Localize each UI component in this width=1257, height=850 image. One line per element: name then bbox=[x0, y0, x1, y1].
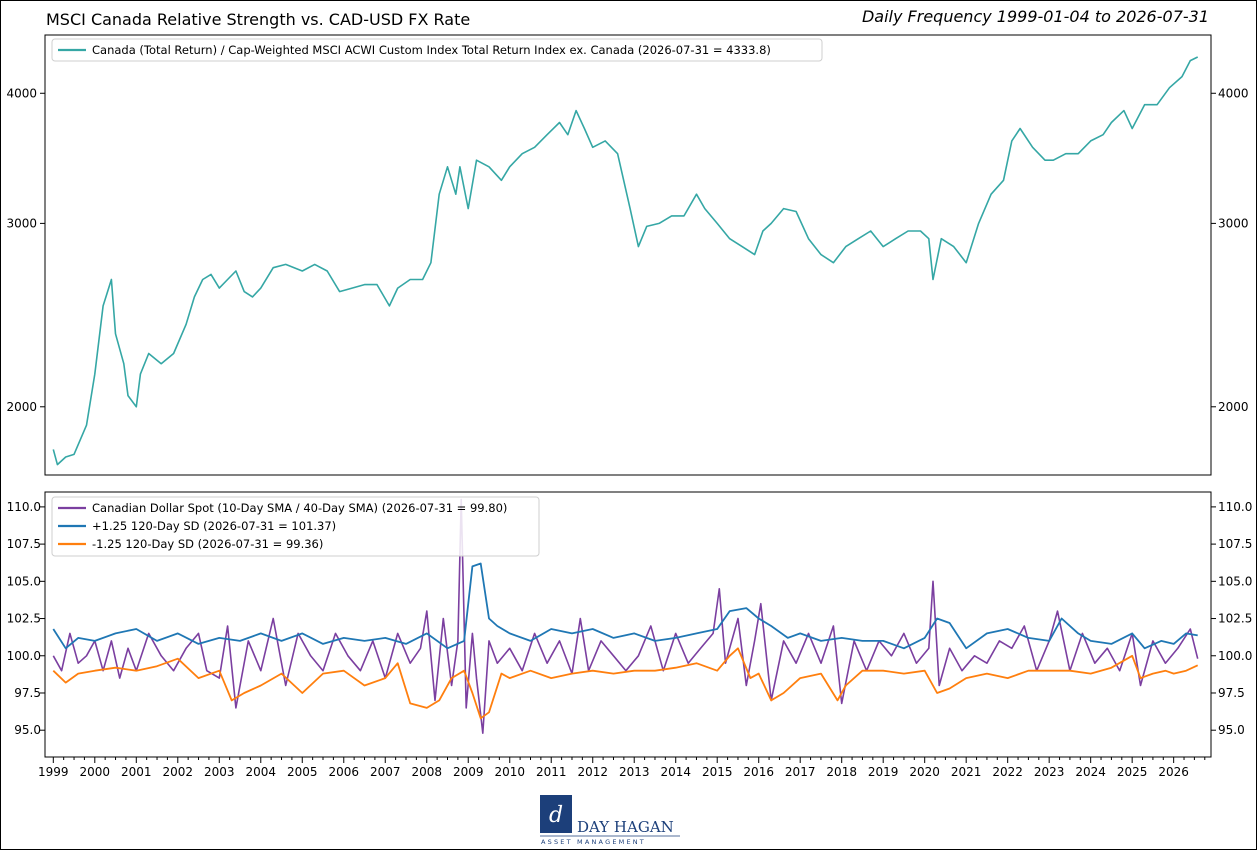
bottom-ytick-left-label: 97.5 bbox=[14, 686, 41, 700]
xtick-label: 2011 bbox=[536, 765, 567, 779]
xtick-label: 2006 bbox=[328, 765, 359, 779]
bottom-ytick-left-label: 95.0 bbox=[14, 723, 41, 737]
top-ytick-left-label: 4000 bbox=[6, 86, 37, 100]
bottom-ytick-right-label: 102.5 bbox=[1218, 612, 1252, 626]
logo-mark bbox=[540, 795, 572, 833]
xtick-label: 2003 bbox=[204, 765, 235, 779]
xtick-label: 2021 bbox=[951, 765, 982, 779]
xtick-label: 2016 bbox=[743, 765, 774, 779]
xtick-label: 1999 bbox=[38, 765, 69, 779]
xtick-label: 2000 bbox=[80, 765, 111, 779]
top-legend-label: Canada (Total Return) / Cap-Weighted MSC… bbox=[92, 43, 771, 57]
bottom-ytick-right-label: 105.0 bbox=[1218, 574, 1252, 588]
xtick-label: 2026 bbox=[1158, 765, 1189, 779]
top-ytick-right-label: 3000 bbox=[1218, 216, 1249, 230]
xtick-label: 2017 bbox=[785, 765, 816, 779]
xtick-label: 2012 bbox=[577, 765, 608, 779]
logo-tagline: ASSET MANAGEMENT bbox=[541, 838, 646, 846]
chart-title: MSCI Canada Relative Strength vs. CAD-US… bbox=[46, 10, 470, 29]
bottom-ytick-left-label: 102.5 bbox=[7, 612, 41, 626]
xtick-label: 2023 bbox=[1034, 765, 1065, 779]
xtick-label: 2004 bbox=[245, 765, 276, 779]
xtick-label: 2007 bbox=[370, 765, 401, 779]
top-panel-ticks: 2000 2000 3000 3000 4000 4000 bbox=[6, 86, 1248, 414]
xtick-label: 2022 bbox=[992, 765, 1023, 779]
bottom-legend-box bbox=[51, 496, 540, 557]
top-panel-axes bbox=[44, 34, 1212, 476]
top-ytick-left-label: 3000 bbox=[6, 216, 37, 230]
bottom-panel-ticks: 95.0 95.0 97.5 97.5 100.0 100.0 102.5 102.5 105.… bbox=[7, 500, 1253, 779]
bottom-legend-label-upper: +1.25 120-Day SD (2026-07-31 = 101.37) bbox=[92, 519, 336, 533]
xtick-label: 2019 bbox=[868, 765, 899, 779]
xtick-label: 2024 bbox=[1075, 765, 1106, 779]
bottom-ytick-left-label: 107.5 bbox=[7, 537, 41, 551]
bottom-ytick-right-label: 107.5 bbox=[1218, 537, 1252, 551]
bottom-ytick-right-label: 100.0 bbox=[1218, 649, 1252, 663]
xtick-label: 2005 bbox=[287, 765, 318, 779]
bottom-ytick-right-label: 97.5 bbox=[1218, 686, 1245, 700]
logo-mark-glyph: d bbox=[549, 803, 563, 828]
bottom-legend-label-cad: Canadian Dollar Spot (10-Day SMA / 40-Da… bbox=[92, 501, 507, 515]
xtick-label: 2008 bbox=[411, 765, 442, 779]
logo-name: DAY HAGAN bbox=[577, 818, 674, 836]
bottom-ytick-right-label: 110.0 bbox=[1218, 500, 1252, 514]
xtick-label: 2014 bbox=[660, 765, 691, 779]
top-ytick-right-label: 2000 bbox=[1218, 400, 1249, 414]
top-ytick-right-label: 4000 bbox=[1218, 86, 1249, 100]
bottom-legend-label-lower: -1.25 120-Day SD (2026-07-31 = 99.36) bbox=[92, 537, 323, 551]
day-hagan-logo: d DAY HAGAN ASSET MANAGEMENT bbox=[540, 795, 680, 846]
relative-strength-series-line bbox=[52, 56, 1199, 466]
top-panel-legend: Canada (Total Return) / Cap-Weighted MSC… bbox=[51, 38, 823, 62]
xtick-label: 2002 bbox=[163, 765, 194, 779]
bottom-ytick-left-label: 105.0 bbox=[7, 574, 41, 588]
upper-band-series-line bbox=[52, 562, 1198, 650]
xtick-label: 2018 bbox=[826, 765, 857, 779]
xtick-label: 2025 bbox=[1117, 765, 1148, 779]
xtick-label: 2009 bbox=[453, 765, 484, 779]
lower-band-series-line bbox=[52, 647, 1199, 720]
xtick-label: 2013 bbox=[619, 765, 650, 779]
bottom-panel-legend: Canadian Dollar Spot (10-Day SMA / 40-Da… bbox=[51, 496, 540, 557]
bottom-ytick-right-label: 95.0 bbox=[1218, 723, 1245, 737]
top-ytick-left-label: 2000 bbox=[6, 400, 37, 414]
xtick-label: 2001 bbox=[121, 765, 152, 779]
xtick-label: 2010 bbox=[494, 765, 525, 779]
bottom-ytick-left-label: 100.0 bbox=[7, 649, 41, 663]
chart-subtitle: Daily Frequency 1999-01-04 to 2026-07-31 bbox=[862, 7, 1209, 26]
xtick-label: 2015 bbox=[702, 765, 733, 779]
top-legend-box bbox=[51, 38, 823, 62]
bottom-ytick-left-label: 110.0 bbox=[7, 500, 41, 514]
xtick-label: 2020 bbox=[909, 765, 940, 779]
